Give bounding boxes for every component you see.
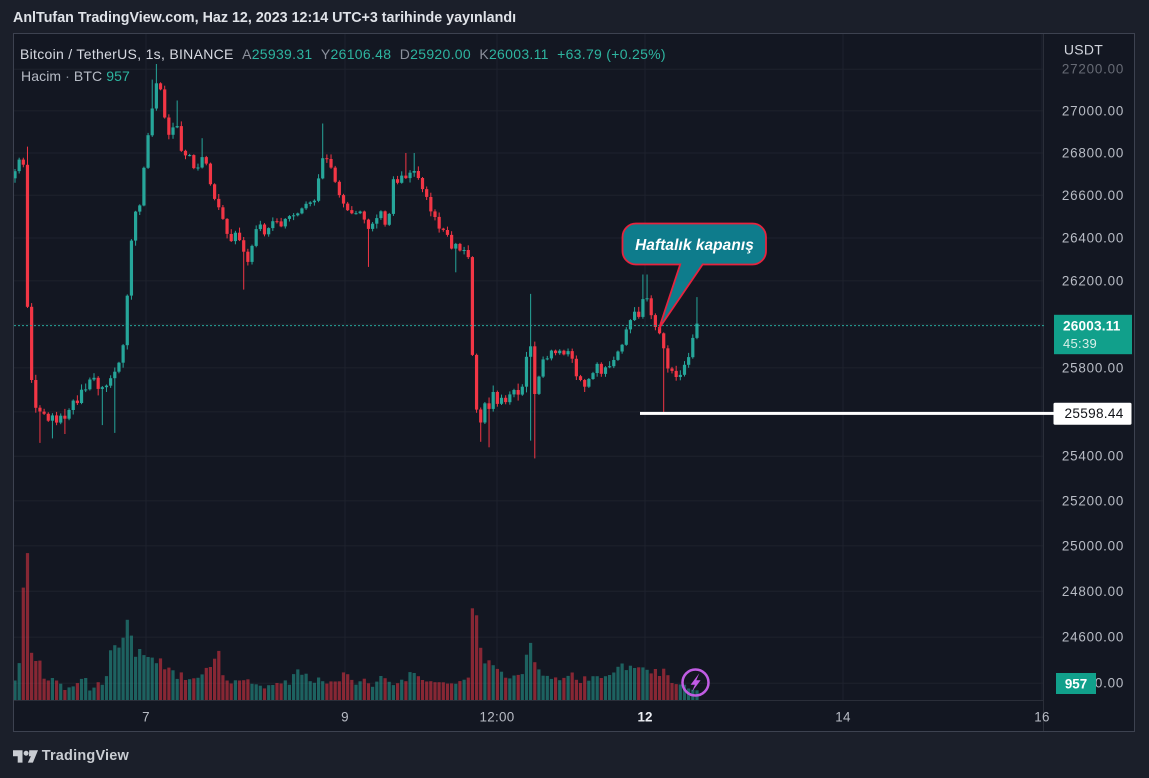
svg-text:25400.00: 25400.00 <box>1062 449 1124 464</box>
svg-text:12: 12 <box>638 710 653 725</box>
svg-text:24800.00: 24800.00 <box>1062 584 1124 599</box>
svg-text:USDT: USDT <box>1064 42 1103 58</box>
svg-text:26200.00: 26200.00 <box>1062 273 1124 288</box>
svg-text:25200.00: 25200.00 <box>1062 493 1124 508</box>
svg-text:Haftalık kapanış: Haftalık kapanış <box>635 237 754 254</box>
svg-text:25598.44: 25598.44 <box>1065 406 1124 421</box>
svg-text:26600.00: 26600.00 <box>1062 188 1124 203</box>
svg-text:14: 14 <box>835 710 851 725</box>
svg-text:27200.00: 27200.00 <box>1062 62 1124 77</box>
svg-text:24600.00: 24600.00 <box>1062 630 1124 645</box>
svg-text:25000.00: 25000.00 <box>1062 538 1124 553</box>
svg-text:16: 16 <box>1034 710 1050 725</box>
svg-text:26003.11: 26003.11 <box>1063 319 1121 334</box>
svg-text:9: 9 <box>341 710 349 725</box>
svg-text:27000.00: 27000.00 <box>1062 103 1124 118</box>
svg-text:25800.00: 25800.00 <box>1062 360 1124 375</box>
svg-text:26800.00: 26800.00 <box>1062 146 1124 161</box>
svg-text:12:00: 12:00 <box>479 710 514 725</box>
svg-text:45:39: 45:39 <box>1063 336 1097 351</box>
svg-text:957: 957 <box>1065 677 1087 692</box>
svg-text:7: 7 <box>142 710 150 725</box>
svg-text:26400.00: 26400.00 <box>1062 231 1124 246</box>
